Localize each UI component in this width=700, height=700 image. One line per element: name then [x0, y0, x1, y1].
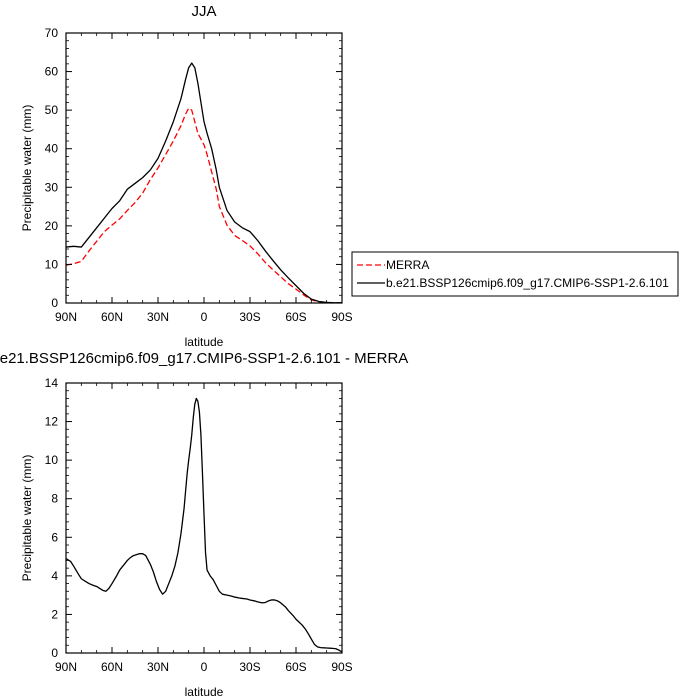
- chart1-x-tick-label: 60N: [101, 310, 123, 324]
- chart1-y-tick-label: 70: [45, 26, 59, 40]
- chart2-y-tick-label: 4: [51, 569, 58, 583]
- chart1-legend: MERRA b.e21.BSSP126cmip6.f09_g17.CMIP6-SS…: [351, 251, 679, 297]
- chart2-x-tick-label: 30N: [147, 660, 169, 674]
- chart2-y-tick-label: 8: [51, 492, 58, 506]
- chart1-x-tick-label: 90N: [55, 310, 77, 324]
- chart1-legend-box: [351, 251, 679, 297]
- chart2-x-axis-label: latitude: [185, 685, 224, 699]
- chart1-legend-label-1: MERRA: [386, 258, 429, 272]
- chart2-y-tick-label: 12: [45, 415, 59, 429]
- chart1-y-tick-label: 50: [45, 103, 59, 117]
- chart1-x-tick-label: 30S: [239, 310, 260, 324]
- chart1-y-tick-label: 10: [45, 257, 59, 271]
- chart2-y-tick-label: 2: [51, 607, 58, 621]
- chart2-y-tick-label: 6: [51, 530, 58, 544]
- chart1-title: JJA: [191, 3, 216, 20]
- chart2-y-tick-label: 0: [51, 646, 58, 660]
- chart1-y-tick-label: 30: [45, 180, 59, 194]
- chart2-x-tick-label: 30S: [239, 660, 260, 674]
- chart1-y-tick-label: 40: [45, 142, 59, 156]
- chart1-y-tick-label: 20: [45, 219, 59, 233]
- chart2-y-axis-label: Precipitable water (mm): [20, 455, 34, 582]
- chart2-series-line-1: [65, 397, 343, 653]
- chart1-plot-frame: [65, 32, 343, 304]
- chart1-y-tick-label: 60: [45, 65, 59, 79]
- chart2-x-tick-label: 90S: [331, 660, 352, 674]
- chart1: 0 10 20 30 40 50 60 70 90N 60N 30N 0 30S 60S 90S JJA lat…: [20, 3, 679, 349]
- chart1-x-tick-label: 60S: [285, 310, 306, 324]
- chart2-y-tick-label: 14: [45, 376, 59, 390]
- chart2-y-tick-label: 10: [45, 453, 59, 467]
- chart1-series-line-1: [65, 107, 342, 304]
- chart2-x-tick-label: 60N: [101, 660, 123, 674]
- chart1-x-tick-label: 0: [201, 310, 208, 324]
- chart1-x-tick-label: 30N: [147, 310, 169, 324]
- chart2-x-tick-label: 0: [201, 660, 208, 674]
- chart2-title: e21.BSSP126cmip6.f09_g17.CMIP6-SSP1-2.6.…: [0, 350, 408, 367]
- chart1-y-axis-label: Precipitable water (mm): [20, 105, 34, 232]
- chart1-x-axis-label: latitude: [185, 335, 224, 349]
- chart2-series-group: [65, 397, 343, 653]
- chart1-legend-label-2: b.e21.BSSP126cmip6.f09_g17.CMIP6-SSP1-2.…: [386, 276, 669, 290]
- chart1-series-line-2: [65, 62, 342, 304]
- chart2: 0 2 4 6 8 10 12 14 90N 60N 30N 0 30S 60S 90S e21.BSSP12…: [0, 350, 408, 699]
- chart1-y-tick-label: 0: [51, 296, 58, 310]
- chart1-series-group: [65, 62, 342, 304]
- chart1-x-tick-label: 90S: [331, 310, 352, 324]
- chart2-x-tick-label: 90N: [55, 660, 77, 674]
- chart2-x-tick-label: 60S: [285, 660, 306, 674]
